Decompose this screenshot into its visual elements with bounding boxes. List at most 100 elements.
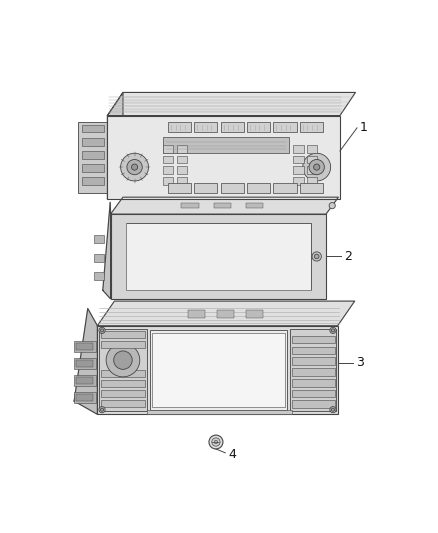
Bar bbox=[307, 177, 318, 185]
Bar bbox=[163, 177, 173, 185]
Circle shape bbox=[332, 408, 335, 411]
Bar bbox=[82, 151, 103, 159]
Bar bbox=[290, 329, 336, 411]
Bar bbox=[293, 156, 304, 163]
Bar bbox=[188, 310, 205, 318]
Bar bbox=[101, 381, 145, 387]
Text: 1: 1 bbox=[360, 122, 368, 134]
Bar bbox=[168, 182, 191, 192]
Bar bbox=[217, 310, 234, 318]
Bar bbox=[293, 145, 304, 152]
Bar bbox=[163, 156, 173, 163]
Circle shape bbox=[309, 159, 325, 175]
Circle shape bbox=[312, 252, 321, 261]
Bar bbox=[163, 145, 173, 152]
Bar bbox=[82, 177, 103, 185]
Bar bbox=[307, 145, 318, 152]
Circle shape bbox=[332, 329, 335, 332]
Bar bbox=[177, 177, 187, 185]
Bar bbox=[93, 272, 103, 280]
Circle shape bbox=[214, 440, 218, 444]
Circle shape bbox=[100, 408, 103, 411]
Bar bbox=[101, 331, 145, 338]
Bar bbox=[168, 123, 191, 133]
Bar bbox=[82, 164, 103, 172]
Polygon shape bbox=[97, 301, 355, 326]
Bar bbox=[214, 203, 231, 208]
Bar bbox=[307, 166, 318, 174]
Circle shape bbox=[127, 159, 142, 175]
Text: 4: 4 bbox=[228, 448, 236, 461]
Bar bbox=[273, 182, 297, 192]
Bar bbox=[163, 166, 173, 174]
Bar bbox=[107, 116, 340, 199]
Bar bbox=[101, 341, 145, 348]
Bar bbox=[82, 138, 103, 146]
Bar bbox=[74, 341, 96, 352]
Bar bbox=[177, 166, 187, 174]
Text: 3: 3 bbox=[356, 356, 364, 369]
Bar bbox=[246, 203, 263, 208]
Polygon shape bbox=[107, 92, 123, 199]
Bar bbox=[78, 122, 107, 192]
Circle shape bbox=[212, 438, 220, 446]
Bar bbox=[247, 123, 270, 133]
Circle shape bbox=[120, 154, 148, 181]
Bar bbox=[246, 310, 263, 318]
Bar bbox=[292, 368, 335, 376]
Text: 2: 2 bbox=[345, 250, 353, 263]
Bar bbox=[292, 400, 335, 408]
Bar bbox=[126, 223, 311, 290]
Bar bbox=[77, 393, 93, 401]
Circle shape bbox=[329, 203, 336, 209]
Bar bbox=[292, 357, 335, 365]
Bar bbox=[293, 166, 304, 174]
Bar bbox=[101, 391, 145, 398]
Bar bbox=[300, 123, 323, 133]
Bar bbox=[221, 182, 244, 192]
Circle shape bbox=[106, 343, 140, 377]
Bar bbox=[292, 379, 335, 386]
Bar bbox=[293, 177, 304, 185]
Polygon shape bbox=[110, 197, 339, 214]
Circle shape bbox=[209, 435, 223, 449]
Bar bbox=[77, 377, 93, 384]
Bar bbox=[247, 182, 270, 192]
Bar bbox=[181, 203, 198, 208]
Circle shape bbox=[99, 407, 105, 413]
Bar bbox=[300, 182, 323, 192]
Circle shape bbox=[330, 327, 336, 334]
Circle shape bbox=[314, 254, 319, 259]
Bar bbox=[147, 410, 292, 414]
Bar bbox=[194, 182, 218, 192]
Bar bbox=[177, 156, 187, 163]
Bar bbox=[292, 336, 335, 343]
Bar bbox=[77, 360, 93, 367]
Bar bbox=[97, 326, 338, 414]
Polygon shape bbox=[74, 309, 97, 414]
Bar bbox=[77, 343, 93, 350]
Bar bbox=[150, 330, 287, 410]
Bar bbox=[292, 346, 335, 354]
Circle shape bbox=[314, 164, 320, 170]
Bar bbox=[292, 390, 335, 398]
Polygon shape bbox=[107, 92, 356, 116]
Bar bbox=[221, 123, 244, 133]
Bar bbox=[99, 329, 147, 411]
Circle shape bbox=[330, 407, 336, 413]
Bar bbox=[74, 375, 96, 386]
Bar bbox=[110, 214, 326, 299]
Circle shape bbox=[303, 154, 331, 181]
Bar bbox=[307, 156, 318, 163]
Bar bbox=[82, 125, 103, 133]
Circle shape bbox=[114, 351, 132, 369]
Circle shape bbox=[99, 327, 105, 334]
Circle shape bbox=[131, 164, 138, 170]
Bar bbox=[194, 123, 218, 133]
Bar bbox=[93, 235, 103, 243]
Polygon shape bbox=[103, 202, 110, 299]
Bar bbox=[74, 358, 96, 369]
Bar bbox=[101, 370, 145, 377]
Bar bbox=[152, 333, 285, 407]
Bar bbox=[93, 254, 103, 262]
